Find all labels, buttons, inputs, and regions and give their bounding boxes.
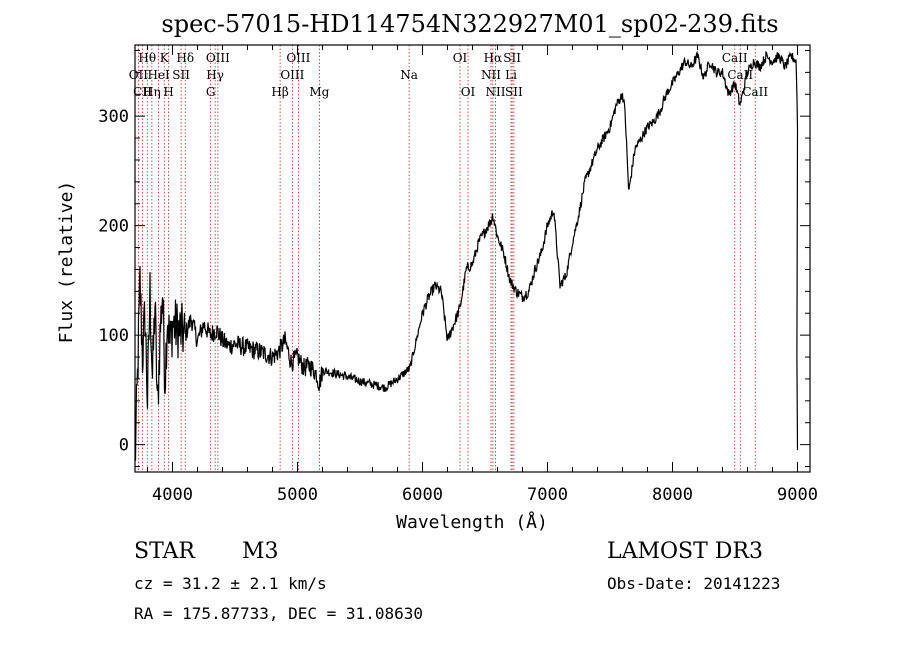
line-label: Li <box>505 68 517 82</box>
redshift-cz: cz = 31.2 ± 2.1 km/s <box>134 574 327 593</box>
line-label: Hβ <box>271 85 288 99</box>
line-label: Hθ <box>138 51 156 65</box>
axis-ticks: 4000 5000 6000 7000 8000 9000 0 100 200 300 <box>98 45 818 505</box>
line-label: SII <box>172 68 190 82</box>
line-label: OIII <box>280 68 304 82</box>
line-label: Na <box>400 68 418 82</box>
line-label: SII <box>505 85 523 99</box>
line-label: Hα <box>484 51 503 65</box>
line-label: OII <box>129 68 149 82</box>
line-label: CaII <box>722 51 748 65</box>
spectral-line-markers <box>137 45 756 472</box>
line-label: OIII <box>286 51 310 65</box>
ra-dec-coordinates: RA = 175.87733, DEC = 31.08630 <box>134 604 423 623</box>
line-label: OI <box>461 85 476 99</box>
line-label: Hγ <box>206 68 224 82</box>
line-label: CaII <box>727 68 753 82</box>
x-tick-label: 6000 <box>402 485 443 505</box>
spectrum-line <box>134 50 799 461</box>
x-axis-label: Wavelength (Å) <box>396 511 548 533</box>
object-subclass: M3 <box>242 539 279 564</box>
y-tick-label: 300 <box>98 107 129 127</box>
survey-name: LAMOST DR3 <box>607 539 763 564</box>
x-tick-label: 9000 <box>777 485 818 505</box>
y-tick-label: 100 <box>98 326 129 346</box>
line-label: HeI <box>147 68 170 82</box>
observation-date: Obs-Date: 20141223 <box>607 574 781 593</box>
line-label: SII <box>503 51 521 65</box>
line-label: CII <box>133 85 152 99</box>
x-tick-label: 8000 <box>652 485 693 505</box>
line-label: H <box>163 85 173 99</box>
line-label: OIII <box>206 51 230 65</box>
line-label: Hη <box>143 85 161 99</box>
y-axis-label: Flux (relative) <box>56 181 77 344</box>
y-tick-label: 0 <box>119 436 129 456</box>
x-tick-label: 4000 <box>152 485 193 505</box>
x-tick-label: 5000 <box>277 485 318 505</box>
line-label: NII <box>486 85 506 99</box>
line-label: Mg <box>309 85 329 99</box>
plot-frame <box>134 44 811 473</box>
line-label: CaII <box>742 85 768 99</box>
line-label: G <box>206 85 216 99</box>
object-type: STAR <box>134 539 195 564</box>
line-label: OI <box>453 51 468 65</box>
y-tick-label: 200 <box>98 217 129 237</box>
chart-title: spec-57015-HD114754N322927M01_sp02-239.f… <box>161 10 778 38</box>
line-label: Hδ <box>176 51 194 65</box>
line-label: NII <box>481 68 501 82</box>
x-tick-label: 7000 <box>527 485 568 505</box>
line-label: K <box>160 51 170 65</box>
